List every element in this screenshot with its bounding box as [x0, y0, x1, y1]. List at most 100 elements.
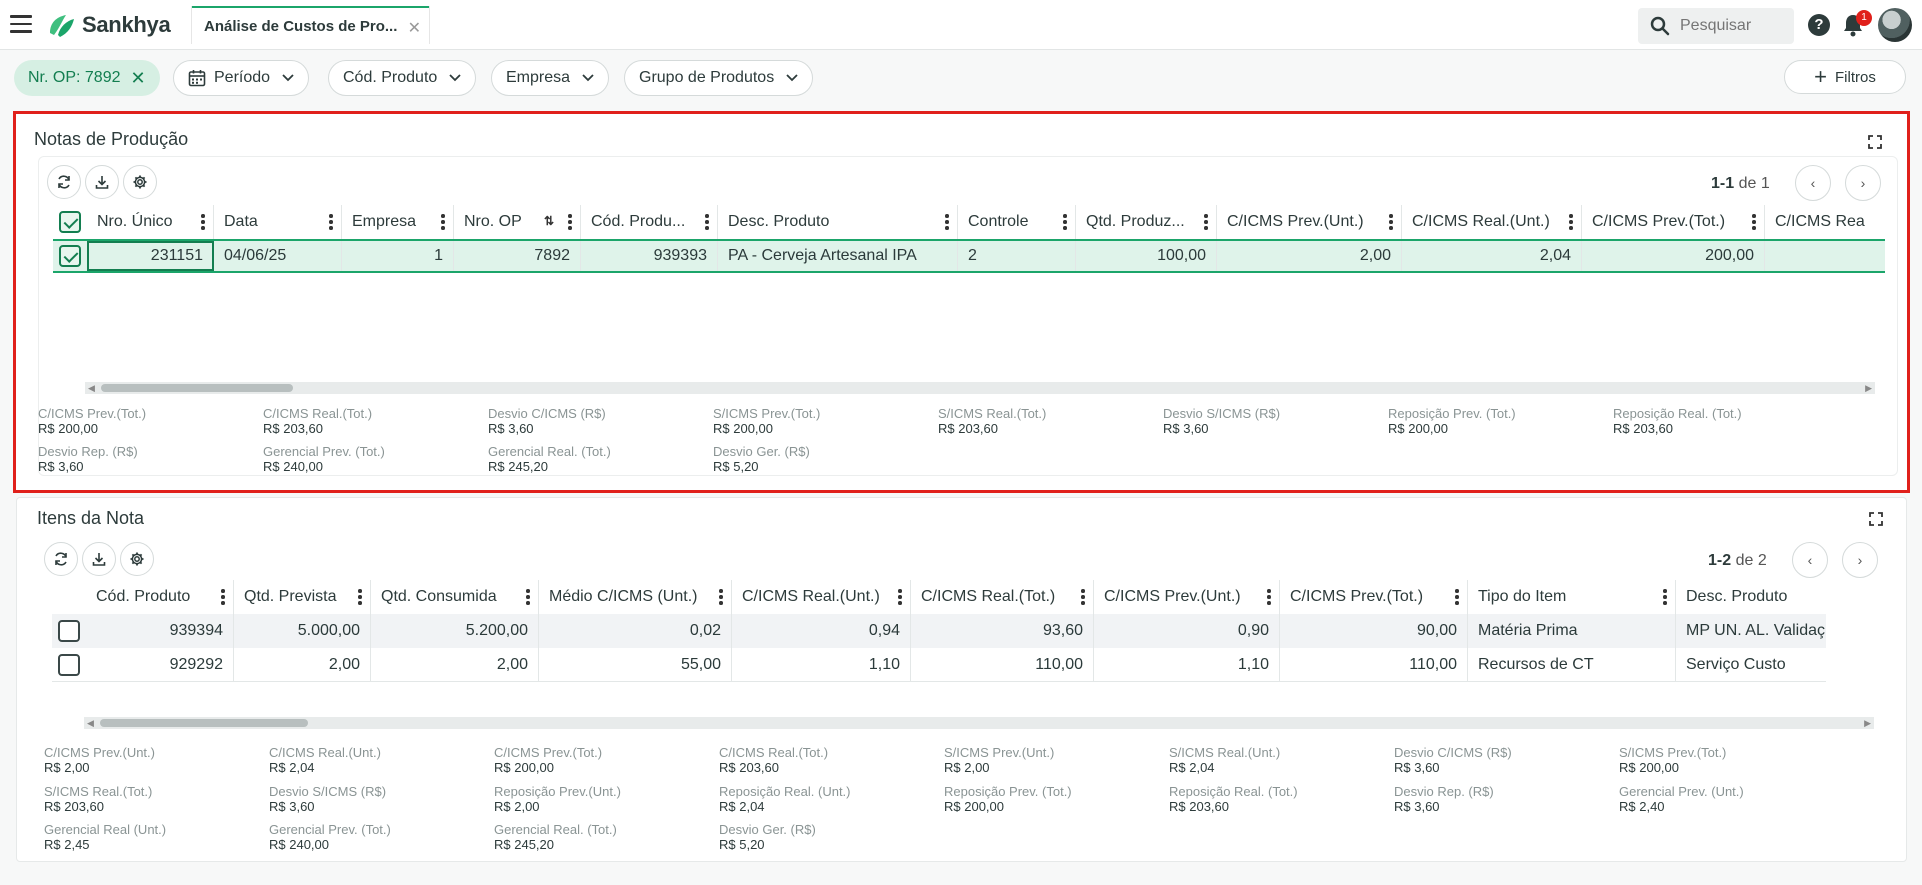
cell-desc-produto[interactable]: MP UN. AL. Validaç	[1686, 622, 1826, 639]
cell-cicms-real-tot[interactable]: 93,60	[911, 614, 1094, 648]
filter-grupo-produtos[interactable]: Grupo de Produtos	[624, 60, 814, 96]
col-desc-produto[interactable]: Desc. Produto	[718, 205, 958, 239]
col-qtd-prevista[interactable]: Qtd. Prevista	[234, 580, 371, 614]
cell-cicms-real-tot[interactable]: 110,00	[911, 648, 1094, 681]
hamburger-icon[interactable]	[10, 15, 32, 33]
col-cicms-prev-tot[interactable]: C/ICMS Prev.(Tot.)	[1582, 205, 1765, 239]
col-controle[interactable]: Controle	[958, 205, 1076, 239]
cell-cicms-real-unt[interactable]: 0,94	[732, 614, 911, 648]
cell-qtd-consumida[interactable]: 2,00	[371, 648, 539, 681]
cell-qtd-consumida[interactable]: 5.200,00	[371, 614, 539, 648]
filter-chip-nr-op[interactable]: Nr. OP: 7892 ✕	[14, 60, 160, 96]
row-checkbox[interactable]	[58, 653, 80, 676]
avatar[interactable]	[1878, 8, 1912, 42]
cell-cod-produto[interactable]: 939394	[86, 614, 234, 648]
logo[interactable]: Sankhya	[46, 11, 171, 39]
scrollbar-thumb[interactable]	[100, 719, 308, 727]
kebab-icon[interactable]	[568, 214, 572, 230]
col-cicms-prev-unt[interactable]: C/ICMS Prev.(Unt.)	[1217, 205, 1402, 239]
select-all-checkbox[interactable]	[59, 211, 81, 233]
cell-cod-produto[interactable]: 939393	[581, 241, 718, 271]
kebab-icon[interactable]	[898, 589, 902, 605]
expand-icon[interactable]	[1869, 512, 1883, 526]
cell-data[interactable]: 04/06/25	[214, 241, 342, 271]
table-row[interactable]: 939394 5.000,00 5.200,00 0,02 0,94 93,60…	[52, 614, 1826, 648]
col-nro-op[interactable]: Nro. OP ⇅	[454, 205, 581, 239]
cell-cicms-prev-tot[interactable]: 110,00	[1280, 648, 1468, 681]
cell-nro-unico[interactable]: 231151	[87, 241, 214, 271]
col-qtd-produzida[interactable]: Qtd. Produz...	[1076, 205, 1217, 239]
kebab-icon[interactable]	[221, 589, 225, 605]
kebab-icon[interactable]	[329, 214, 333, 230]
download-button[interactable]	[82, 542, 116, 576]
tab-analise-custos[interactable]: Análise de Custos de Pro... ✕	[192, 6, 429, 44]
cell-cicms-prev-tot[interactable]: 200,00	[1582, 241, 1765, 271]
table-row[interactable]: 929292 2,00 2,00 55,00 1,10 110,00 1,10 …	[52, 648, 1826, 682]
close-icon[interactable]: ✕	[407, 20, 421, 37]
col-cicms-real-tot[interactable]: C/ICMS Rea	[1765, 205, 1885, 239]
row-checkbox[interactable]	[58, 620, 80, 642]
col-cicms-prev-tot[interactable]: C/ICMS Prev.(Tot.)	[1280, 580, 1468, 614]
scrollbar-thumb[interactable]	[101, 384, 293, 392]
kebab-icon[interactable]	[1569, 214, 1573, 230]
add-filters-button[interactable]: + Filtros	[1784, 60, 1906, 94]
col-cicms-real-unt[interactable]: C/ICMS Real.(Unt.)	[1402, 205, 1582, 239]
horizontal-scrollbar[interactable]: ◀ ▶	[84, 717, 1874, 729]
col-cicms-prev-unt[interactable]: C/ICMS Prev.(Unt.)	[1094, 580, 1280, 614]
kebab-icon[interactable]	[1752, 214, 1756, 230]
kebab-icon[interactable]	[719, 589, 723, 605]
col-data[interactable]: Data	[214, 205, 342, 239]
expand-icon[interactable]	[1868, 135, 1882, 149]
kebab-icon[interactable]	[945, 214, 949, 230]
cell-qtd-prevista[interactable]: 5.000,00	[234, 614, 371, 648]
filter-cod-produto[interactable]: Cód. Produto	[328, 60, 477, 96]
cell-cicms-real-unt[interactable]: 1,10	[732, 648, 911, 681]
horizontal-scrollbar[interactable]: ◀ ▶	[85, 382, 1875, 394]
prev-page-button[interactable]: ‹	[1792, 542, 1828, 578]
cell-nro-op[interactable]: 7892	[454, 241, 581, 271]
next-page-button[interactable]: ›	[1842, 542, 1878, 578]
col-cod-produto[interactable]: Cód. Produto	[86, 580, 234, 614]
kebab-icon[interactable]	[1063, 214, 1067, 230]
close-icon[interactable]: ✕	[130, 67, 146, 88]
filter-empresa[interactable]: Empresa	[491, 60, 610, 96]
col-desc-produto[interactable]: Desc. Produto	[1676, 580, 1826, 614]
col-cod-produto[interactable]: Cód. Produ...	[581, 205, 718, 239]
refresh-button[interactable]	[47, 165, 81, 199]
cell-cicms-real-unt[interactable]: 2,04	[1402, 241, 1582, 271]
kebab-icon[interactable]	[1204, 214, 1208, 230]
scroll-right-icon[interactable]: ▶	[1864, 718, 1871, 728]
cell-cicms-prev-unt[interactable]: 2,00	[1217, 241, 1402, 271]
kebab-icon[interactable]	[526, 589, 530, 605]
refresh-button[interactable]	[44, 542, 78, 576]
kebab-icon[interactable]	[1081, 589, 1085, 605]
cell-cicms-prev-unt[interactable]: 0,90	[1094, 614, 1280, 648]
cell-qtd-prevista[interactable]: 2,00	[234, 648, 371, 681]
settings-button[interactable]	[120, 542, 154, 576]
col-empresa[interactable]: Empresa	[342, 205, 454, 239]
scroll-right-icon[interactable]: ▶	[1865, 383, 1872, 393]
search-input[interactable]	[1680, 17, 1790, 35]
kebab-icon[interactable]	[1389, 214, 1393, 230]
search-box[interactable]	[1638, 8, 1794, 44]
download-button[interactable]	[85, 165, 119, 199]
sort-icon[interactable]: ⇅	[543, 214, 554, 228]
table-row[interactable]: 231151 04/06/25 1 7892 939393 PA - Cerve…	[53, 239, 1885, 273]
kebab-icon[interactable]	[705, 214, 709, 230]
col-medio-cicms[interactable]: Médio C/ICMS (Unt.)	[539, 580, 732, 614]
cell-cod-produto[interactable]: 929292	[86, 648, 234, 681]
help-icon[interactable]: ?	[1808, 14, 1830, 36]
cell-desc-produto[interactable]: Serviço Custo	[1686, 655, 1786, 673]
cell-qtd-produzida[interactable]: 100,00	[1076, 241, 1217, 271]
cell-cicms-prev-tot[interactable]: 90,00	[1280, 614, 1468, 648]
col-qtd-consumida[interactable]: Qtd. Consumida	[371, 580, 539, 614]
filter-periodo[interactable]: Período	[173, 60, 310, 96]
next-page-button[interactable]: ›	[1845, 165, 1881, 201]
cell-desc-produto[interactable]: PA - Cerveja Artesanal IPA	[718, 241, 958, 271]
kebab-icon[interactable]	[1267, 589, 1271, 605]
cell-cicms-prev-unt[interactable]: 1,10	[1094, 648, 1280, 681]
cell-controle[interactable]: 2	[958, 241, 1076, 271]
scroll-left-icon[interactable]: ◀	[87, 718, 94, 728]
cell-medio-cicms[interactable]: 55,00	[539, 648, 732, 681]
cell-medio-cicms[interactable]: 0,02	[539, 614, 732, 648]
